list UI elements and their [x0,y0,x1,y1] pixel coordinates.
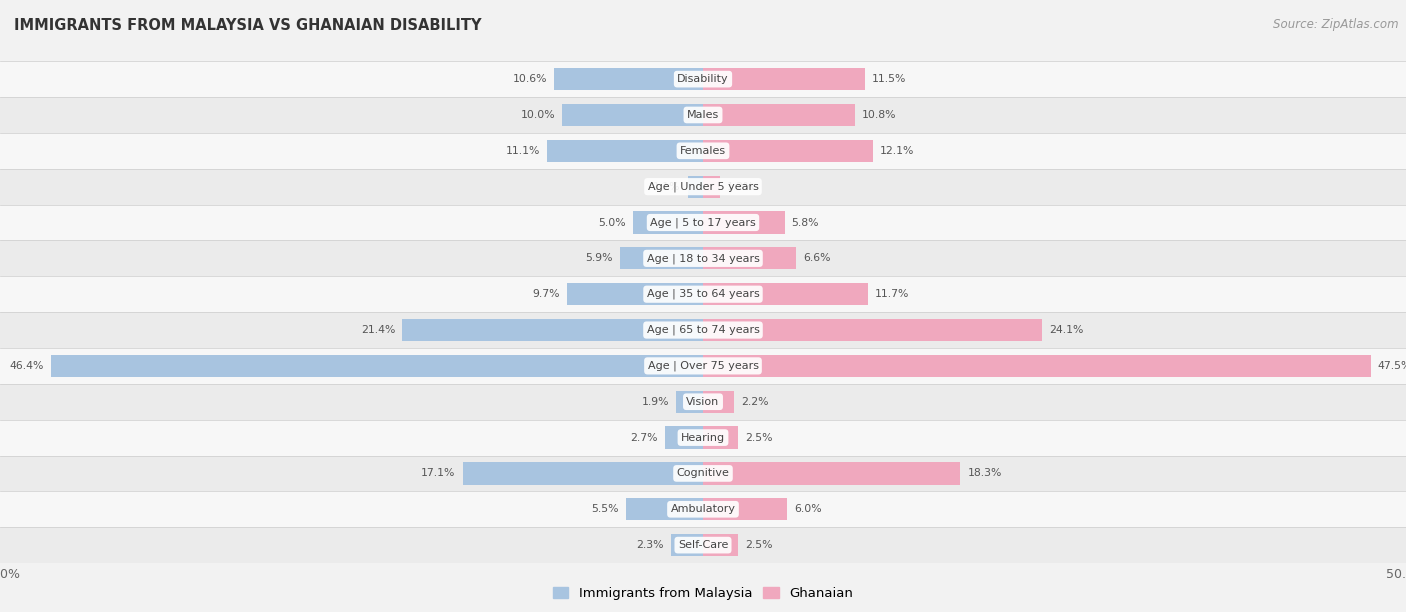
Text: 10.6%: 10.6% [512,74,547,84]
Bar [0,204,1406,241]
Bar [0,133,1406,169]
Text: 47.5%: 47.5% [1378,361,1406,371]
Bar [665,427,703,449]
Bar [547,140,703,162]
Bar [676,390,703,413]
Bar [0,312,1406,348]
Text: 5.8%: 5.8% [792,217,820,228]
Bar [0,491,1406,527]
Bar [703,176,720,198]
Text: 2.2%: 2.2% [741,397,769,407]
Bar [567,283,703,305]
Text: 6.6%: 6.6% [803,253,831,263]
Text: 1.1%: 1.1% [652,182,681,192]
Bar [703,427,738,449]
Text: 2.5%: 2.5% [745,540,773,550]
Bar [703,355,1371,377]
Text: 12.1%: 12.1% [880,146,914,156]
Text: Age | Under 5 years: Age | Under 5 years [648,181,758,192]
Text: 21.4%: 21.4% [361,325,395,335]
Text: Age | Over 75 years: Age | Over 75 years [648,360,758,371]
Text: Hearing: Hearing [681,433,725,442]
Text: Vision: Vision [686,397,720,407]
Text: 10.8%: 10.8% [862,110,897,120]
Text: Age | 18 to 34 years: Age | 18 to 34 years [647,253,759,264]
Bar [0,384,1406,420]
Text: IMMIGRANTS FROM MALAYSIA VS GHANAIAN DISABILITY: IMMIGRANTS FROM MALAYSIA VS GHANAIAN DIS… [14,18,482,34]
Text: Ambulatory: Ambulatory [671,504,735,514]
Text: Disability: Disability [678,74,728,84]
Bar [554,68,703,90]
Bar [0,97,1406,133]
Text: Cognitive: Cognitive [676,468,730,479]
Text: 11.7%: 11.7% [875,289,908,299]
Text: Age | 5 to 17 years: Age | 5 to 17 years [650,217,756,228]
Bar [0,61,1406,97]
Bar [0,241,1406,276]
Text: 5.0%: 5.0% [598,217,626,228]
Bar [0,348,1406,384]
Text: 10.0%: 10.0% [520,110,555,120]
Text: 11.1%: 11.1% [506,146,540,156]
Bar [703,68,865,90]
Text: Age | 35 to 64 years: Age | 35 to 64 years [647,289,759,299]
Text: 46.4%: 46.4% [10,361,44,371]
Bar [402,319,703,341]
Text: 6.0%: 6.0% [794,504,823,514]
Bar [703,390,734,413]
Bar [703,283,868,305]
Text: 9.7%: 9.7% [531,289,560,299]
Text: 24.1%: 24.1% [1049,325,1083,335]
Text: 2.3%: 2.3% [636,540,664,550]
Text: 18.3%: 18.3% [967,468,1001,479]
Bar [562,104,703,126]
Bar [703,498,787,520]
Bar [463,462,703,485]
Bar [0,420,1406,455]
Text: Self-Care: Self-Care [678,540,728,550]
Text: 1.2%: 1.2% [727,182,755,192]
Bar [703,140,873,162]
Bar [703,534,738,556]
Text: Females: Females [681,146,725,156]
Bar [703,247,796,269]
Text: 17.1%: 17.1% [422,468,456,479]
Text: 2.5%: 2.5% [745,433,773,442]
Bar [688,176,703,198]
Text: Source: ZipAtlas.com: Source: ZipAtlas.com [1274,18,1399,31]
Legend: Immigrants from Malaysia, Ghanaian: Immigrants from Malaysia, Ghanaian [547,582,859,605]
Bar [0,527,1406,563]
Bar [620,247,703,269]
Text: 5.9%: 5.9% [585,253,613,263]
Bar [703,462,960,485]
Text: 1.9%: 1.9% [641,397,669,407]
Bar [703,319,1042,341]
Bar [703,211,785,234]
Bar [633,211,703,234]
Bar [703,104,855,126]
Text: Males: Males [688,110,718,120]
Bar [51,355,703,377]
Bar [626,498,703,520]
Text: 5.5%: 5.5% [591,504,619,514]
Bar [671,534,703,556]
Bar [0,276,1406,312]
Bar [0,455,1406,491]
Text: 11.5%: 11.5% [872,74,905,84]
Text: 2.7%: 2.7% [630,433,658,442]
Bar [0,169,1406,204]
Text: Age | 65 to 74 years: Age | 65 to 74 years [647,325,759,335]
